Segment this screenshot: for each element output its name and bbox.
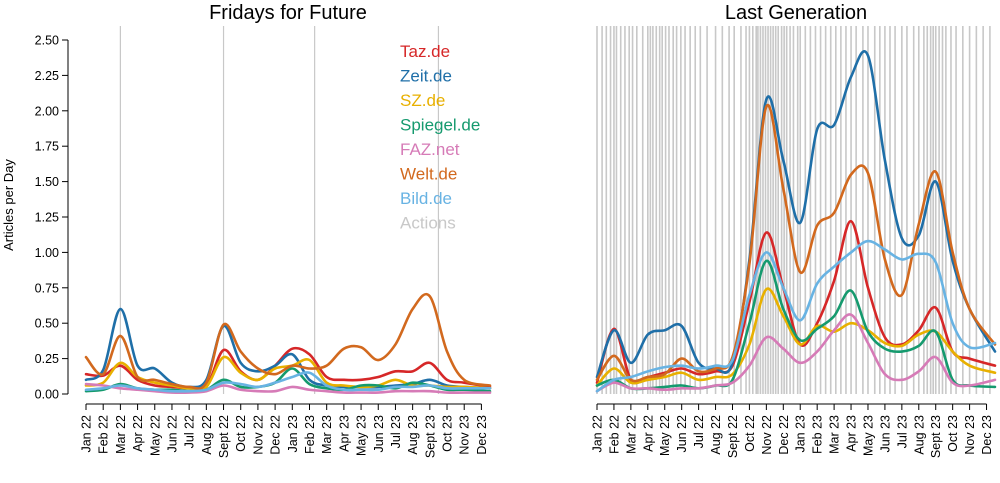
x-tick-label: Jan 22 [80,415,94,453]
legend-item: Spiegel.de [400,116,480,135]
y-tick-label: 2.50 [35,34,59,48]
series-line-zeit-de [84,307,492,390]
y-tick-label: 0.00 [35,388,59,402]
x-tick-label: Apr 22 [641,415,655,452]
x-tick-label: Jun 23 [372,415,386,453]
y-tick-label: 1.25 [35,211,59,225]
x-tick-label: Nov 22 [760,415,774,455]
x-tick-label: Mar 22 [624,415,638,454]
y-tick-label: 0.25 [35,352,59,366]
series-line-welt-de [84,292,492,390]
x-tick-label: May 23 [862,415,876,456]
series-line-bild-de [84,371,492,393]
y-tick-label: 2.00 [35,104,59,118]
panel-last-generation: Jan 22 Feb 22 Mar 22 Apr 22 May 22 Jun 22 Jul … [591,2,997,458]
axes: Jan 22 Feb 22 Mar 22 Apr 22 May 22 Jun 22 Jul … [35,34,489,459]
series-line-faz-net [84,382,492,395]
legend-item: Taz.de [400,42,450,61]
x-tick-label: Jul 23 [389,415,403,448]
panel-title: Fridays for Future [209,2,367,24]
x-tick-label: Feb 22 [607,415,621,454]
x-tick-label: Jul 22 [692,415,706,448]
y-tick-label: 1.50 [35,175,59,189]
x-tick-label: Dec 23 [980,415,994,455]
legend-item: FAZ.net [400,140,460,159]
x-tick-label: Sept 22 [217,415,231,458]
y-tick-label: 2.25 [35,69,59,83]
legend: Taz.de Zeit.de SZ.de Spiegel.de FAZ.net Welt.… [400,42,480,233]
x-tick-label: Jul 22 [183,415,197,448]
x-tick-label: Jan 22 [591,415,605,453]
axes: Jan 22 Feb 22 Mar 22 Apr 22 May 22 Jun 22 Jul … [591,403,994,458]
series-line-spiegel-de [595,259,997,391]
panel-fridays-for-future: Jan 22 Feb 22 Mar 22 Apr 22 May 22 Jun 22 Jul … [1,2,492,459]
x-tick-label: Oct 22 [234,415,248,452]
y-tick-label: 0.75 [35,281,59,295]
x-tick-label: Jul 23 [895,415,909,448]
action-lines [119,26,440,394]
x-tick-label: Apr 23 [337,415,351,452]
x-tick-label: Dec 22 [269,415,283,455]
x-tick-label: Sept 23 [929,415,943,458]
x-tick-label: May 22 [658,415,672,456]
x-tick-label: Apr 23 [845,415,859,452]
legend-item: Zeit.de [400,67,452,86]
series-line-welt-de [595,103,997,383]
x-tick-label: Sept 22 [726,415,740,458]
y-tick-label: 1.75 [35,140,59,154]
x-tick-label: Nov 23 [458,415,472,455]
legend-item: Welt.de [400,165,457,184]
x-tick-label: Aug 22 [200,415,214,455]
x-tick-label: Jun 23 [878,415,892,453]
x-tick-label: Feb 23 [811,415,825,454]
series-line-bild-de [595,239,997,393]
x-tick-label: Sept 23 [423,415,437,458]
x-tick-label: Jan 23 [286,415,300,453]
legend-item: Bild.de [400,189,452,208]
x-tick-label: Jun 22 [675,415,689,453]
y-tick-label: 1.00 [35,246,59,260]
y-tick-label: 0.50 [35,317,59,331]
x-tick-label: Jan 23 [794,415,808,453]
x-tick-label: Aug 22 [709,415,723,455]
x-tick-label: May 22 [148,415,162,456]
x-tick-label: Nov 22 [251,415,265,455]
x-tick-label: Jun 22 [166,415,180,453]
x-tick-label: Dec 22 [777,415,791,455]
series-lines [595,50,997,393]
x-tick-label: Mar 22 [114,415,128,454]
x-tick-label: Mar 23 [828,415,842,454]
x-tick-label: Feb 22 [97,415,111,454]
x-tick-label: Nov 23 [963,415,977,455]
series-line-taz-de [84,346,492,392]
x-tick-label: Oct 23 [946,415,960,452]
series-line-sz-de [595,287,997,387]
x-tick-label: Mar 23 [320,415,334,454]
x-tick-label: Aug 23 [406,415,420,455]
legend-item: Actions [400,214,456,233]
y-axis-label: Articles per Day [1,159,16,251]
legend-item: SZ.de [400,91,445,110]
panel-title: Last Generation [725,2,867,24]
series-line-zeit-de [595,50,997,379]
x-tick-label: Apr 22 [131,415,145,452]
x-tick-label: May 23 [355,415,369,456]
x-tick-label: Aug 23 [912,415,926,455]
x-tick-label: Dec 23 [475,415,489,455]
x-tick-label: Oct 23 [441,415,455,452]
series-lines [84,292,492,395]
series-line-faz-net [595,313,997,393]
x-tick-label: Feb 23 [303,415,317,454]
x-tick-label: Oct 22 [743,415,757,452]
